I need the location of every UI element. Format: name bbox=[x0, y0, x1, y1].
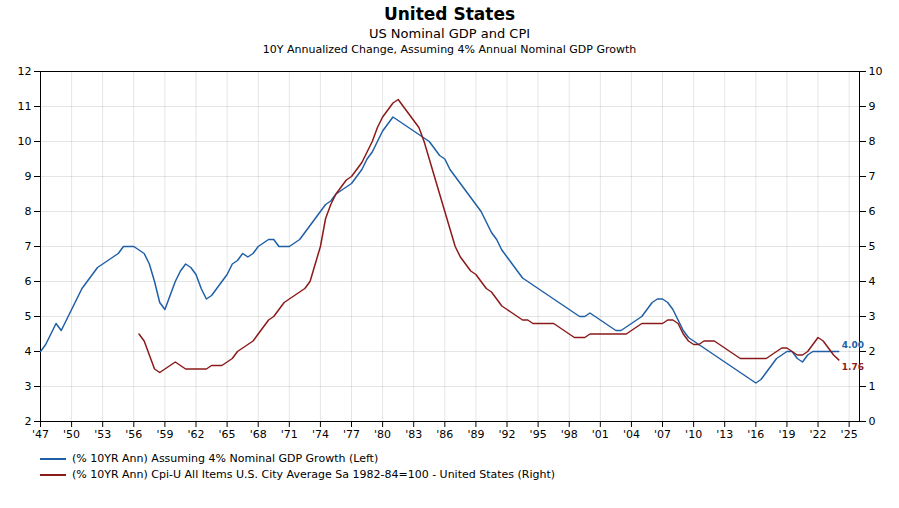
svg-text:'16: '16 bbox=[747, 428, 764, 441]
svg-text:'98: '98 bbox=[561, 428, 578, 441]
svg-text:'80: '80 bbox=[374, 428, 391, 441]
svg-text:'25: '25 bbox=[841, 428, 858, 441]
svg-text:8: 8 bbox=[25, 205, 32, 218]
svg-text:'19: '19 bbox=[778, 428, 795, 441]
svg-text:1: 1 bbox=[869, 380, 876, 393]
html-text:US Nominal GDP and CPI: US Nominal GDP and CPI bbox=[368, 26, 531, 41]
svg-text:'77: '77 bbox=[343, 428, 360, 441]
svg-text:'86: '86 bbox=[436, 428, 453, 441]
svg-text:3: 3 bbox=[25, 380, 32, 393]
svg-text:'74: '74 bbox=[312, 428, 329, 441]
svg-text:'71: '71 bbox=[281, 428, 298, 441]
svg-text:'59: '59 bbox=[156, 428, 173, 441]
svg-text:5: 5 bbox=[869, 240, 876, 253]
svg-text:1.76: 1.76 bbox=[842, 362, 864, 372]
svg-text:4: 4 bbox=[25, 345, 32, 358]
svg-text:'01: '01 bbox=[592, 428, 609, 441]
svg-text:'50: '50 bbox=[63, 428, 80, 441]
svg-text:'89: '89 bbox=[467, 428, 484, 441]
svg-text:11: 11 bbox=[18, 100, 32, 113]
svg-text:'95: '95 bbox=[530, 428, 547, 441]
svg-text:6: 6 bbox=[25, 275, 32, 288]
html-text:10Y Annualized Change, Assumin: 10Y Annualized Change, Assuming 4% Annua… bbox=[262, 43, 637, 56]
svg-text:7: 7 bbox=[869, 170, 876, 183]
svg-text:'22: '22 bbox=[810, 428, 827, 441]
html-text:United States: United States bbox=[383, 4, 515, 24]
svg-text:2: 2 bbox=[25, 415, 32, 428]
html-text:(% 10YR Ann) Assuming 4% Nomin: (% 10YR Ann) Assuming 4% Nominal GDP Gro… bbox=[72, 452, 379, 465]
svg-text:4: 4 bbox=[869, 275, 876, 288]
svg-text:'04: '04 bbox=[623, 428, 640, 441]
svg-text:6: 6 bbox=[869, 205, 876, 218]
svg-text:4.00: 4.00 bbox=[842, 340, 864, 350]
svg-text:8: 8 bbox=[869, 135, 876, 148]
svg-text:12: 12 bbox=[18, 65, 32, 78]
svg-text:0: 0 bbox=[869, 415, 876, 428]
svg-text:10: 10 bbox=[869, 65, 883, 78]
svg-text:'47: '47 bbox=[32, 428, 49, 441]
svg-text:9: 9 bbox=[869, 100, 876, 113]
svg-text:7: 7 bbox=[25, 240, 32, 253]
svg-text:9: 9 bbox=[25, 170, 32, 183]
svg-text:'53: '53 bbox=[94, 428, 111, 441]
svg-text:10: 10 bbox=[18, 135, 32, 148]
svg-text:'68: '68 bbox=[250, 428, 267, 441]
svg-text:'65: '65 bbox=[219, 428, 236, 441]
svg-text:5: 5 bbox=[25, 310, 32, 323]
svg-text:'10: '10 bbox=[685, 428, 702, 441]
svg-text:'92: '92 bbox=[499, 428, 516, 441]
svg-text:3: 3 bbox=[869, 310, 876, 323]
svg-text:'07: '07 bbox=[654, 428, 671, 441]
svg-text:'83: '83 bbox=[405, 428, 422, 441]
svg-text:'56: '56 bbox=[125, 428, 142, 441]
svg-text:2: 2 bbox=[869, 345, 876, 358]
svg-text:'62: '62 bbox=[187, 428, 204, 441]
svg-text:'13: '13 bbox=[716, 428, 733, 441]
html-text:(% 10YR Ann) Cpi-U All Items U: (% 10YR Ann) Cpi-U All Items U.S. City A… bbox=[72, 468, 556, 481]
